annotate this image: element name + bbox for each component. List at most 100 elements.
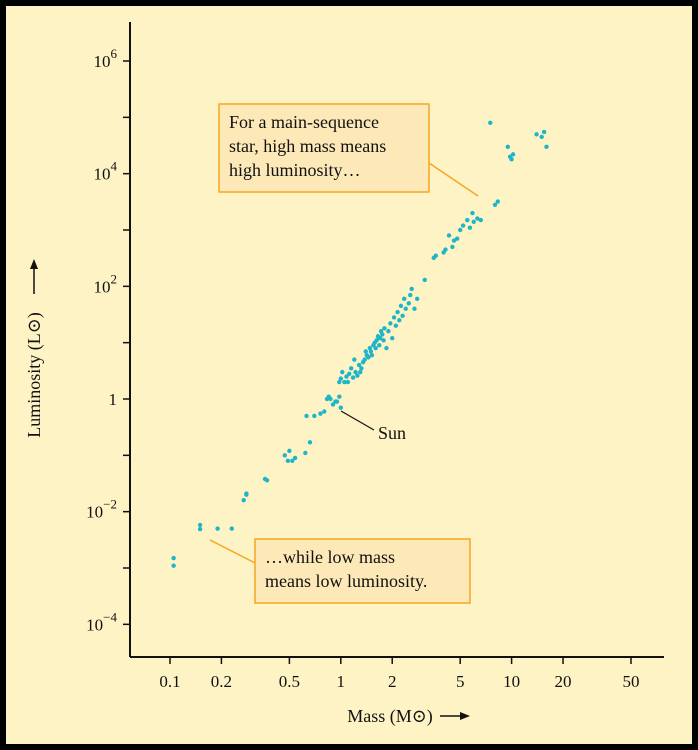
- data-point: [443, 247, 448, 252]
- data-point: [541, 129, 547, 135]
- x-tick-label: 50: [623, 672, 640, 691]
- data-point: [398, 303, 404, 309]
- data-point: [391, 315, 397, 320]
- data-point: [337, 394, 342, 399]
- x-axis-ticks: 0.1 0.2 0.5 1 2 5 10 20 50: [159, 657, 640, 691]
- data-point: [467, 225, 473, 230]
- annotation-box: [218, 103, 430, 193]
- data-point: [381, 338, 386, 343]
- data-point: [318, 411, 323, 416]
- data-point: [454, 236, 460, 241]
- data-point: [380, 332, 385, 337]
- data-point: [290, 458, 295, 463]
- leader-line: [340, 410, 375, 431]
- data-point: [534, 132, 539, 137]
- y-axis-label: Luminosity (L⊙): [24, 312, 45, 438]
- data-point: [340, 369, 345, 375]
- data-point: [330, 402, 336, 407]
- data-point: [369, 352, 375, 358]
- data-point: [544, 144, 549, 149]
- data-points: [171, 120, 549, 568]
- data-point: [465, 217, 470, 223]
- data-point: [350, 375, 356, 380]
- data-point: [244, 492, 249, 497]
- data-point: [356, 362, 362, 368]
- data-point: [406, 301, 411, 306]
- data-point: [386, 328, 391, 334]
- data-point: [457, 227, 463, 233]
- data-point: [241, 497, 246, 503]
- data-point: [342, 379, 347, 385]
- data-point: [488, 120, 493, 125]
- data-point: [353, 369, 358, 375]
- data-point: [197, 526, 203, 532]
- data-point: [397, 318, 402, 323]
- data-point: [414, 296, 420, 302]
- data-point: [355, 373, 360, 378]
- data-point: [312, 413, 317, 419]
- data-point: [287, 448, 292, 454]
- data-point: [282, 453, 287, 458]
- annotation-high-mass: For a main-sequence star, high mass means…: [218, 103, 430, 193]
- data-point: [347, 371, 352, 377]
- annotations: For a main-sequence star, high mass means…: [218, 103, 471, 604]
- data-point: [373, 345, 378, 351]
- data-point: [377, 336, 383, 341]
- data-point: [446, 233, 452, 238]
- data-point: [215, 526, 220, 531]
- x-tick-label: 10: [503, 672, 520, 691]
- axes: [129, 22, 664, 658]
- data-point: [229, 526, 234, 531]
- data-point: [539, 134, 544, 140]
- leader-line: [428, 162, 479, 197]
- data-point: [408, 292, 413, 298]
- data-point: [348, 366, 354, 371]
- y-axis-arrow: [30, 259, 38, 294]
- leader-line: [209, 539, 256, 564]
- x-axis-label: Mass (M⊙): [347, 706, 433, 727]
- annotation-text: For a main-sequence star, high mass means…: [229, 112, 386, 180]
- data-point: [393, 323, 399, 328]
- data-point: [510, 152, 516, 157]
- data-point: [285, 458, 291, 463]
- x-tick-label: 2: [388, 672, 397, 691]
- data-point: [475, 216, 480, 221]
- data-point: [400, 313, 405, 318]
- data-point: [509, 157, 514, 162]
- data-point: [384, 345, 389, 351]
- data-point: [478, 217, 483, 223]
- data-point: [304, 413, 309, 419]
- data-point: [363, 349, 368, 354]
- data-point: [412, 306, 417, 311]
- data-point: [359, 366, 364, 371]
- x-tick-label: 0.2: [211, 672, 232, 691]
- data-point: [374, 338, 379, 343]
- data-point: [344, 374, 349, 379]
- x-tick-label: 20: [555, 672, 572, 691]
- x-tick-label: 1: [337, 672, 346, 691]
- annotation-low-mass: …while low mass means low luminosity.: [254, 538, 471, 604]
- data-point: [171, 555, 176, 561]
- data-point: [422, 277, 427, 283]
- x-axis-arrow: [440, 712, 470, 720]
- data-point: [338, 376, 344, 381]
- data-point: [345, 379, 351, 385]
- data-point: [409, 286, 414, 292]
- data-point: [171, 563, 176, 568]
- data-point: [307, 440, 313, 445]
- data-point: [303, 450, 308, 456]
- data-point: [388, 321, 393, 326]
- data-point: [390, 336, 395, 341]
- y-tick-label: 1: [109, 390, 118, 409]
- data-point: [264, 478, 270, 483]
- data-point: [505, 144, 511, 149]
- data-point: [492, 202, 498, 208]
- data-point: [334, 399, 340, 404]
- data-point: [495, 199, 500, 204]
- x-tick-label: 5: [456, 672, 465, 691]
- data-point: [337, 379, 342, 385]
- data-point: [197, 522, 203, 528]
- annotation-sun: Sun: [378, 423, 406, 443]
